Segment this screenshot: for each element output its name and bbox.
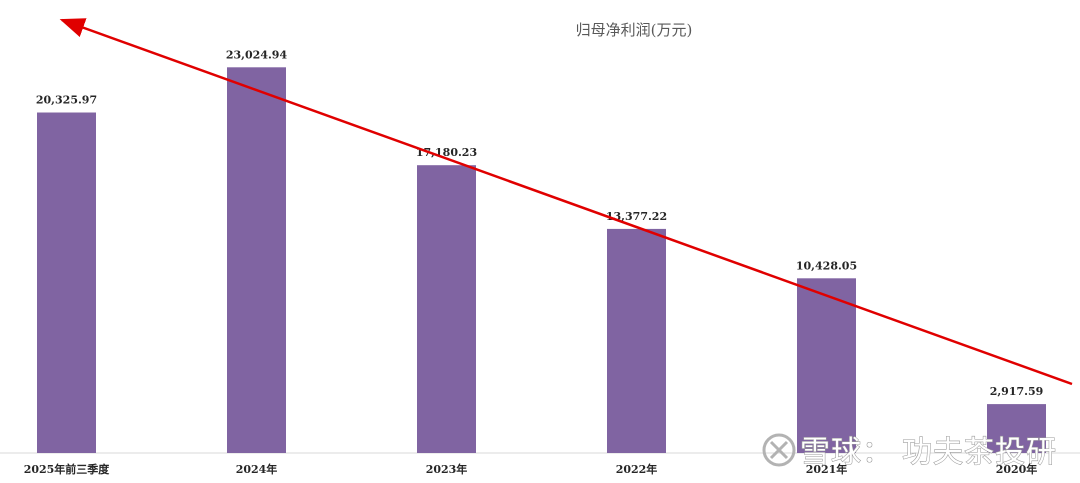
watermark-author: 功夫茶投研 [902, 435, 1057, 470]
bar-0 [37, 112, 96, 453]
watermark-brand: 雪球 [800, 435, 862, 470]
bar-3 [607, 228, 666, 453]
bar-4 [797, 278, 856, 453]
x-tick-labels-group: 2025年前三季度 2024年 2023年 2022年 2021年 2020年 [24, 462, 1038, 476]
x-tick-label-2: 2023年 [426, 462, 468, 476]
watermark: 雪球 ： 功夫茶投研 [762, 433, 1057, 471]
bar-1 [227, 67, 286, 454]
data-label-5: 2,917.59 [990, 385, 1044, 398]
x-tick-label-4: 2021年 [806, 462, 848, 476]
chart-title: 归母净利润(万元) [576, 21, 693, 39]
x-tick-label-5: 2020年 [996, 462, 1038, 476]
xueqiu-logo-icon [762, 433, 796, 467]
x-tick-label-3: 2022年 [616, 462, 658, 476]
data-label-2: 17,180.23 [416, 146, 477, 159]
watermark-separator: ： [862, 435, 893, 470]
trend-arrow [59, 18, 1073, 386]
x-tick-label-0: 2025年前三季度 [24, 462, 111, 476]
x-tick-label-1: 2024年 [236, 462, 278, 476]
data-labels-group: 20,325.97 23,024.94 17,180.23 13,377.22 10,4… [36, 48, 1043, 398]
bar-2 [417, 165, 476, 453]
data-label-4: 10,428.05 [796, 259, 857, 272]
data-label-1: 23,024.94 [226, 48, 288, 61]
data-label-0: 20,325.97 [36, 94, 97, 107]
data-label-3: 13,377.22 [606, 210, 667, 223]
bar-5 [987, 404, 1046, 453]
bars-group [37, 67, 1046, 454]
